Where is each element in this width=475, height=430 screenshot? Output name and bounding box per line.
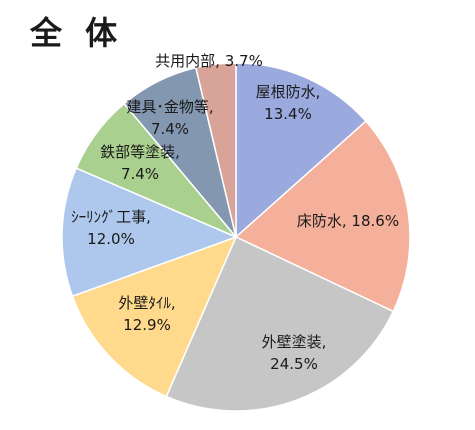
slice-label-3: 外壁ﾀｲﾙ, 12.9% xyxy=(118,294,175,334)
slice-label-7: 共用内部, 3.7% xyxy=(155,52,263,70)
slice-label-5: 鉄部等塗装, 7.4% xyxy=(100,143,180,183)
pie-slice-4 xyxy=(61,167,239,298)
slice-label-0: 屋根防水, 13.4% xyxy=(256,83,321,123)
pie-slice-1 xyxy=(234,120,411,313)
pie-slices xyxy=(61,62,411,412)
pie-labels: 屋根防水, 13.4% 床防水, 18.6% 外壁塗装, 24.5% 外壁ﾀｲﾙ, 12.9… xyxy=(71,52,399,373)
pie-slice-2 xyxy=(165,235,395,412)
slice-label-4: ｼｰﾘﾝｸﾞ工事, 12.0% xyxy=(71,208,151,248)
pie-slice-7 xyxy=(194,62,237,238)
pie-slice-3 xyxy=(71,235,238,398)
chart-title: 全 体 xyxy=(30,14,124,52)
slice-label-2: 外壁塗装, 24.5% xyxy=(262,333,327,373)
slice-label-6: 建具･金物等, 7.4% xyxy=(126,98,213,138)
slice-label-1: 床防水, 18.6% xyxy=(297,212,399,230)
pie-slice-0 xyxy=(235,62,367,239)
